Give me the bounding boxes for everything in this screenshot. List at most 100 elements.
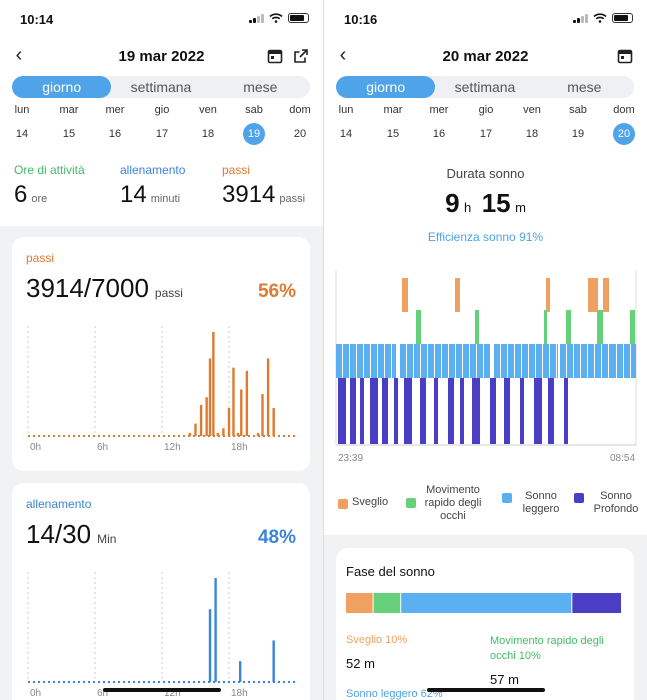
bar — [208, 609, 212, 682]
bar — [245, 370, 249, 436]
day-20[interactable]: 20 — [613, 123, 635, 145]
deep-segment — [394, 378, 398, 444]
phase-segment — [401, 593, 572, 613]
deep-segment — [350, 378, 356, 444]
workout-value: 14/30 — [26, 519, 92, 549]
deep-segment — [370, 378, 378, 444]
rem-segment — [544, 310, 547, 344]
stat-value: 6 — [14, 181, 28, 208]
x-tick-label: 0h — [30, 442, 41, 453]
day-15[interactable]: 15 — [62, 128, 76, 140]
calendar-icon[interactable] — [267, 48, 283, 64]
light-segment — [501, 344, 507, 378]
sleep-efficiency: Efficienza sonno 91% — [427, 230, 544, 244]
day-14[interactable]: 14 — [15, 128, 29, 140]
day-16[interactable]: 16 — [108, 128, 122, 140]
bar — [194, 423, 197, 436]
stat-label: allenamento — [120, 163, 186, 177]
day-name: mer — [429, 104, 449, 116]
workout-percent: 48% — [257, 527, 296, 548]
day-name: mer — [105, 104, 125, 116]
day-17[interactable]: 17 — [155, 128, 169, 140]
light-segment — [567, 344, 573, 378]
light-segment — [385, 344, 391, 378]
stat-workout: allenamento 14 minuti — [120, 163, 185, 209]
light-segment — [456, 344, 462, 378]
light-segment — [494, 344, 500, 378]
light-segment — [442, 344, 448, 378]
light-segment — [463, 344, 469, 378]
bar — [214, 578, 217, 682]
day-20[interactable]: 20 — [293, 128, 307, 140]
home-indicator — [102, 688, 221, 692]
day-15[interactable]: 15 — [386, 128, 400, 140]
bar — [272, 408, 275, 436]
day-18[interactable]: 18 — [201, 128, 215, 140]
back-button[interactable]: ‹ — [15, 44, 23, 66]
steps-unit: passi — [154, 286, 183, 300]
sleep-duration-label: Durata sonno — [446, 166, 525, 181]
awake-label: Sveglio 10% — [346, 634, 408, 646]
light-segment — [522, 344, 528, 378]
light-segment — [357, 344, 363, 378]
back-button[interactable]: ‹ — [339, 44, 347, 66]
bar — [216, 432, 220, 436]
x-tick-label: 18h — [231, 442, 248, 453]
week-strip: lun 14 mar 15 mer 16 gio 17 ven 18 sab 19 dom 20 — [324, 104, 647, 145]
steps-card[interactable]: passi 3914/7000 passi 56% 0h 6h 12h 18h — [12, 237, 310, 471]
bar — [212, 332, 215, 436]
x-tick-label: 6h — [97, 688, 108, 699]
bar — [238, 661, 242, 682]
legend-deep: Sonno Profondo — [574, 490, 644, 516]
legend-light: Sonno leggero — [502, 490, 566, 516]
light-segment — [581, 344, 587, 378]
tab-giorno[interactable]: giorno — [12, 76, 112, 98]
battery-icon — [288, 13, 309, 23]
light-segment — [588, 344, 594, 378]
day-14[interactable]: 14 — [339, 128, 353, 140]
share-icon[interactable] — [293, 48, 309, 64]
deep-segment — [360, 378, 364, 444]
rem-segment — [416, 310, 421, 344]
tab-giorno[interactable]: giorno — [336, 76, 436, 98]
tab-mese[interactable]: mese — [243, 79, 278, 95]
tab-settimana[interactable]: settimana — [454, 79, 516, 95]
light-segment — [574, 344, 580, 378]
day-name: dom — [289, 104, 311, 116]
bar — [227, 408, 231, 436]
light-segment — [515, 344, 521, 378]
period-tabs: giorno settimana mese — [12, 76, 310, 98]
legend-rem: Movimento rapido degli occhi — [406, 484, 486, 523]
light-segment — [378, 344, 384, 378]
light-segment — [364, 344, 370, 378]
deep-segment — [460, 378, 464, 444]
stat-value: 3914 — [222, 181, 276, 208]
page-title: 19 mar 2022 — [118, 48, 205, 65]
phase-segment — [346, 593, 373, 613]
day-19[interactable]: 19 — [243, 123, 265, 145]
light-segment — [602, 344, 608, 378]
rem-label: Movimento rapido degli occhi 10% — [490, 635, 604, 662]
tab-mese[interactable]: mese — [567, 79, 602, 95]
day-17[interactable]: 17 — [479, 128, 493, 140]
deep-segment — [472, 378, 480, 444]
day-16[interactable]: 16 — [432, 128, 446, 140]
light-segment — [543, 344, 549, 378]
stat-steps: passi 3914 passi — [222, 163, 305, 209]
header: ‹ 20 mar 2022 — [324, 44, 647, 70]
calendar-icon[interactable] — [617, 48, 633, 64]
light-segment — [414, 344, 420, 378]
deep-segment — [448, 378, 454, 444]
workout-card[interactable]: allenamento 14/30 Min 48% 0h 6h 12h 18h — [12, 483, 310, 700]
deep-segment — [564, 378, 568, 444]
battery-icon — [612, 13, 633, 23]
sleep-phase-card[interactable]: Fase del sonno Sveglio 10% 52 m Moviment… — [336, 548, 634, 700]
day-name: ven — [523, 104, 541, 116]
rem-segment — [630, 310, 635, 344]
day-19[interactable]: 19 — [571, 128, 585, 140]
tab-settimana[interactable]: settimana — [130, 79, 192, 95]
day-name: lun — [14, 104, 30, 116]
day-name: gio — [478, 104, 494, 116]
day-18[interactable]: 18 — [525, 128, 539, 140]
day-sleep-screen: 10:16 ‹ 20 mar 2022 giorno settimana mes… — [324, 0, 647, 700]
